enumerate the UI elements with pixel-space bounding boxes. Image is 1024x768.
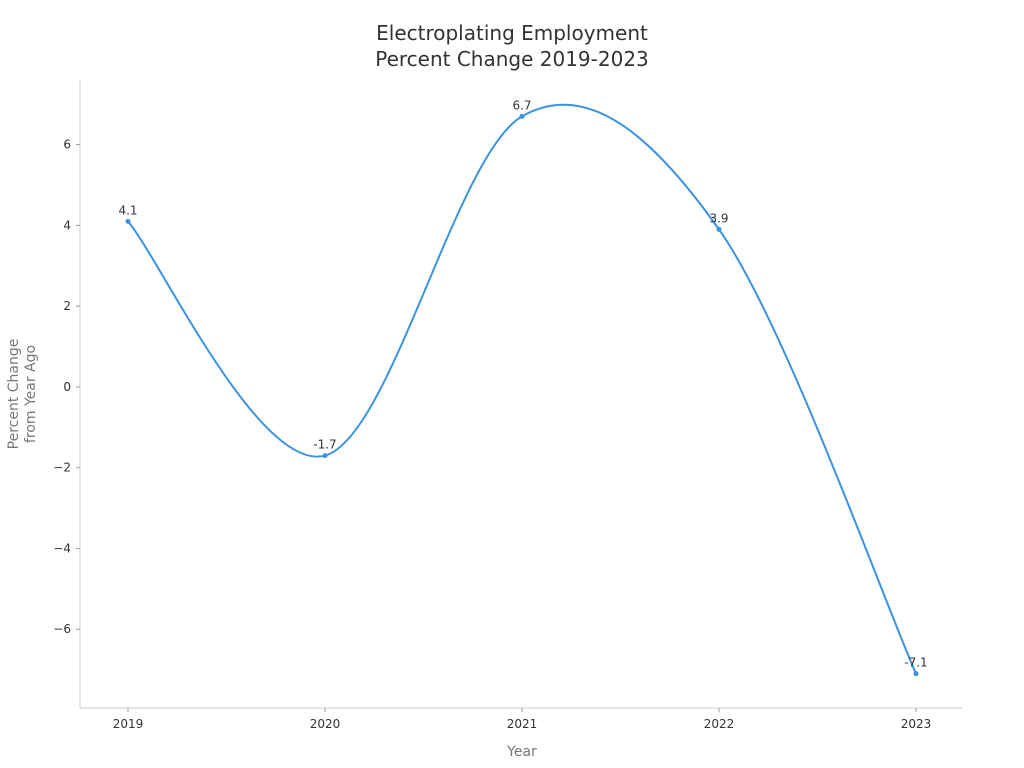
y-tick-label: 2 <box>63 299 71 313</box>
data-label: 6.7 <box>512 98 531 112</box>
data-label: -7.1 <box>904 656 927 670</box>
data-point <box>322 453 328 459</box>
y-tick-label: 6 <box>63 138 71 152</box>
y-tick-label: −4 <box>53 541 71 555</box>
y-tick-label: −6 <box>53 622 71 636</box>
series-layer: 4.1 -1.7 6.7 3.9 -7.1 <box>118 98 928 677</box>
x-axis-title: Year <box>506 744 537 760</box>
chart-title-line-2: Percent Change 2019-2023 <box>375 47 649 71</box>
series-line <box>127 103 917 675</box>
x-axis-ticks: 2019 2020 2021 2022 2023 <box>113 708 932 731</box>
data-label: 4.1 <box>118 203 137 217</box>
y-axis-title-line-2: from Year Ago <box>23 345 39 443</box>
y-tick-label: 0 <box>63 380 71 394</box>
y-axis-ticks: −6 −4 −2 0 2 4 6 <box>53 138 80 636</box>
x-tick-label: 2021 <box>507 717 538 731</box>
data-point <box>716 226 722 232</box>
y-axis-title: Percent Change from Year Ago <box>6 339 39 450</box>
x-tick-label: 2020 <box>310 717 341 731</box>
data-point <box>913 671 919 677</box>
x-tick-label: 2022 <box>704 717 735 731</box>
data-point <box>125 218 131 224</box>
data-label: -1.7 <box>313 438 336 452</box>
data-label: 3.9 <box>709 211 728 225</box>
data-point <box>519 113 525 119</box>
x-tick-label: 2019 <box>113 717 144 731</box>
y-tick-label: −2 <box>53 461 71 475</box>
chart-title-line-1: Electroplating Employment <box>376 21 648 45</box>
x-tick-label: 2023 <box>901 717 932 731</box>
y-axis-title-line-1: Percent Change <box>6 339 22 450</box>
y-tick-label: 4 <box>63 218 71 232</box>
